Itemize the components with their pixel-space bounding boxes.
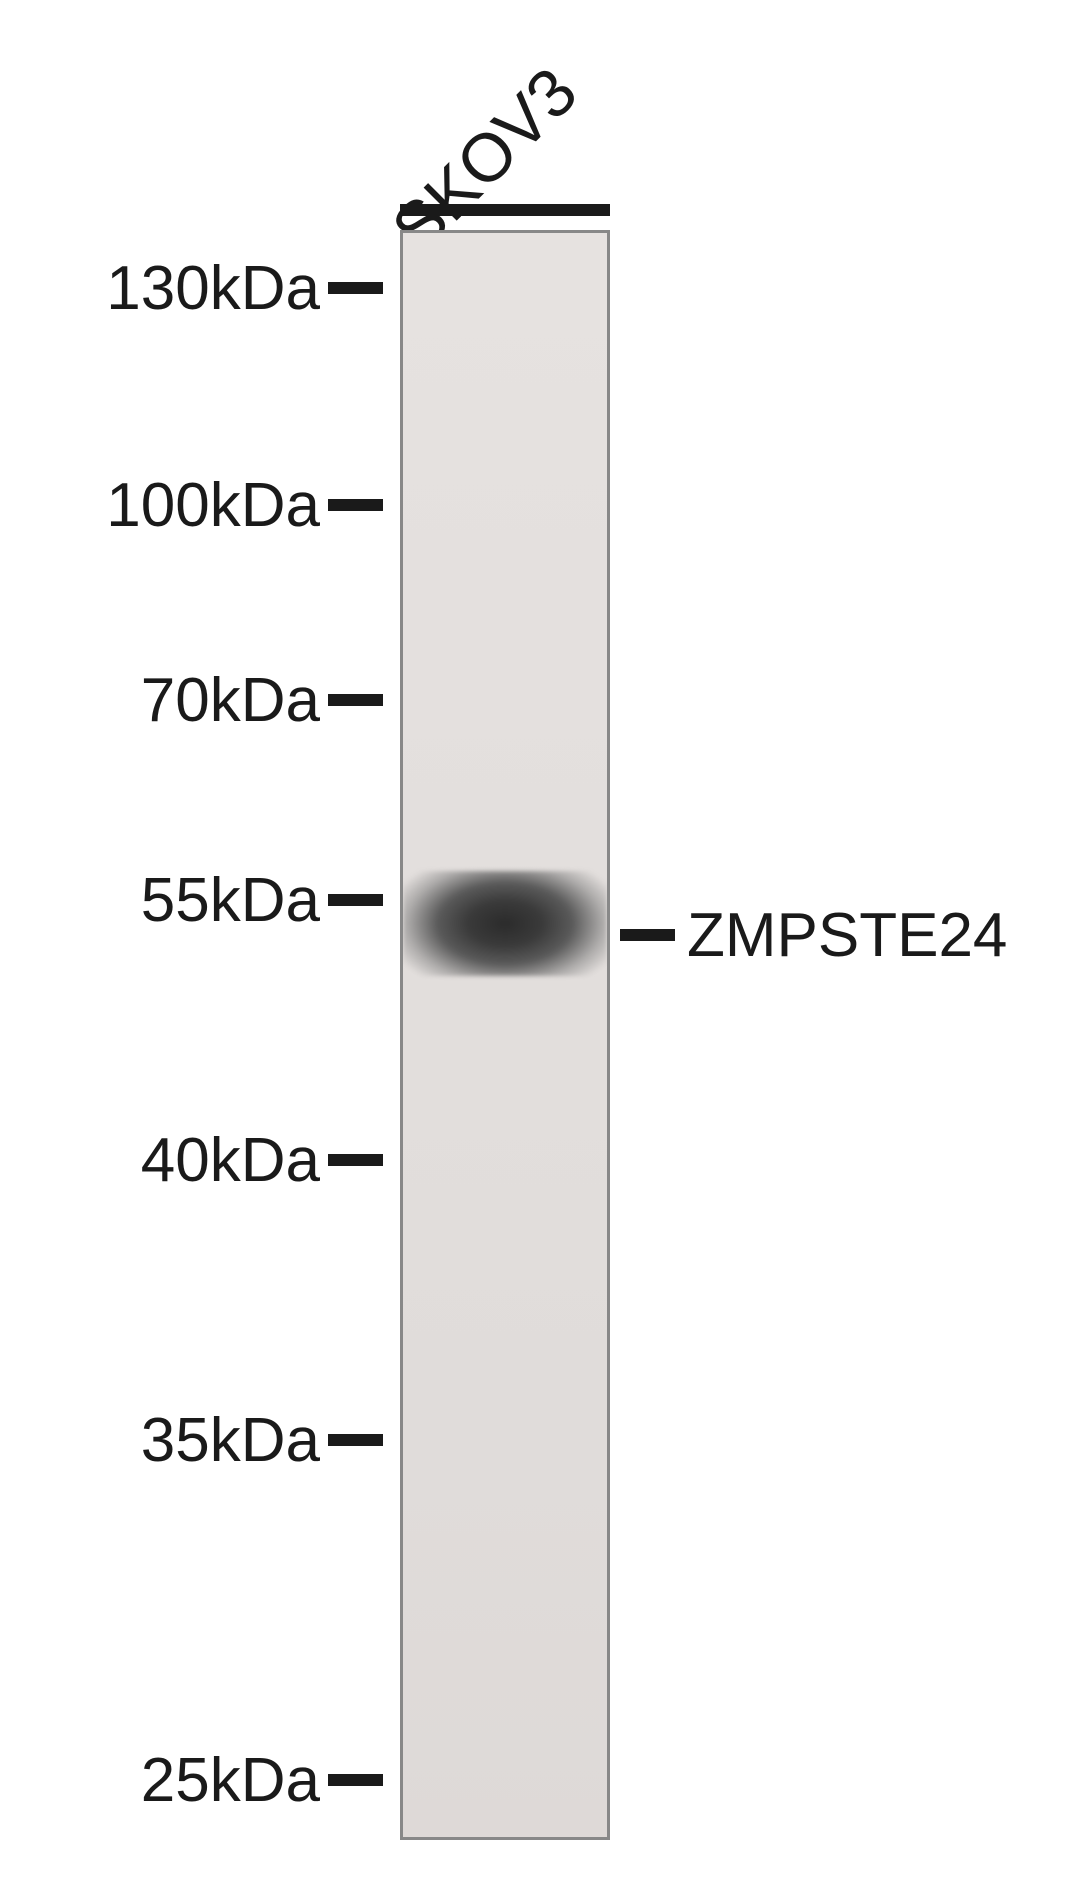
protein-tick [620, 929, 675, 941]
marker-tick [328, 282, 383, 294]
marker-tick [328, 694, 383, 706]
marker-tick [328, 1154, 383, 1166]
marker-row: 130kDa [60, 257, 383, 319]
marker-label: 25kDa [60, 1745, 320, 1816]
protein-label-row: ZMPSTE24 [620, 904, 1007, 966]
marker-label: 100kDa [60, 470, 320, 541]
marker-tick [328, 499, 383, 511]
marker-row: 55kDa [60, 869, 383, 931]
lane-strip [400, 230, 610, 1840]
marker-label: 70kDa [60, 665, 320, 736]
protein-band [403, 871, 607, 976]
marker-row: 35kDa [60, 1409, 383, 1471]
marker-tick [328, 1774, 383, 1786]
lane-underline [400, 204, 610, 216]
marker-label: 55kDa [60, 865, 320, 936]
marker-label: 35kDa [60, 1405, 320, 1476]
marker-label: 130kDa [60, 253, 320, 324]
marker-row: 100kDa [60, 474, 383, 536]
western-blot-figure: SKOV3 130kDa100kDa70kDa55kDa40kDa35kDa25… [0, 0, 1080, 1890]
marker-row: 40kDa [60, 1129, 383, 1191]
marker-tick [328, 894, 383, 906]
marker-row: 25kDa [60, 1749, 383, 1811]
marker-row: 70kDa [60, 669, 383, 731]
marker-tick [328, 1434, 383, 1446]
marker-label: 40kDa [60, 1125, 320, 1196]
protein-label: ZMPSTE24 [687, 900, 1007, 971]
